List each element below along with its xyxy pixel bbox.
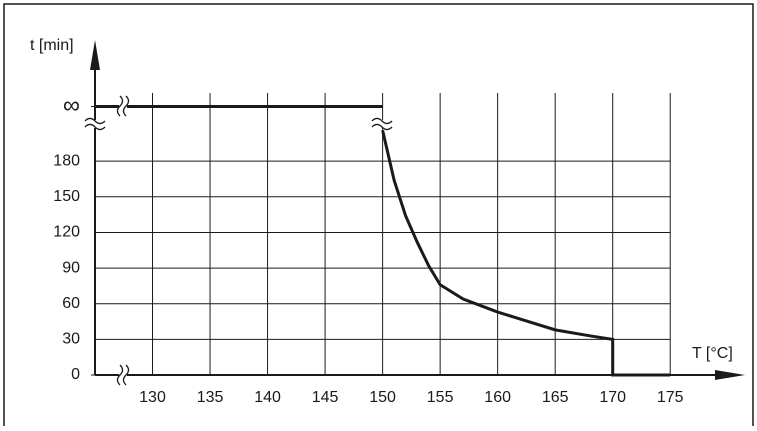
axis-break [84,117,106,131]
break-gap [373,120,391,128]
break-gap [119,97,127,115]
break-line [122,95,130,117]
x-tick-label: 165 [542,389,569,406]
y-tick-label: 90 [62,259,80,276]
axis-break [371,117,393,131]
x-tick-label: 150 [369,389,396,406]
x-tick-label: 160 [484,389,511,406]
break-line [122,364,130,386]
y-tick-label: 30 [62,331,80,348]
x-tick-label: 175 [657,389,684,406]
break-line [371,117,393,125]
data-line [381,129,671,377]
x-tick-label: 130 [139,389,166,406]
y-axis-arrow [90,40,100,70]
break-line [84,123,106,131]
x-tick-label: 170 [599,389,626,406]
axis-break [116,95,130,117]
break-gap [119,366,127,384]
y-tick-label: 60 [62,295,80,312]
break-line [116,95,124,117]
x-axis-arrow [715,370,745,380]
x-tick-label: 140 [254,389,281,406]
break-line [116,364,124,386]
y-axis-label: t [min] [30,37,74,54]
break-line [371,123,393,131]
x-tick-label: 135 [197,389,224,406]
y-tick-label: ∞ [63,92,80,119]
y-tick-label: 180 [53,152,80,169]
axis-break [116,364,130,386]
x-tick-label: 155 [427,389,454,406]
x-axis-label: T [°C] [692,345,733,362]
y-tick-label: 150 [53,188,80,205]
break-gap [86,120,104,128]
break-line [84,117,106,125]
y-tick-label: 0 [71,366,80,383]
frame [3,3,754,426]
x-tick-label: 145 [312,389,339,406]
y-tick-label: 120 [53,224,80,241]
